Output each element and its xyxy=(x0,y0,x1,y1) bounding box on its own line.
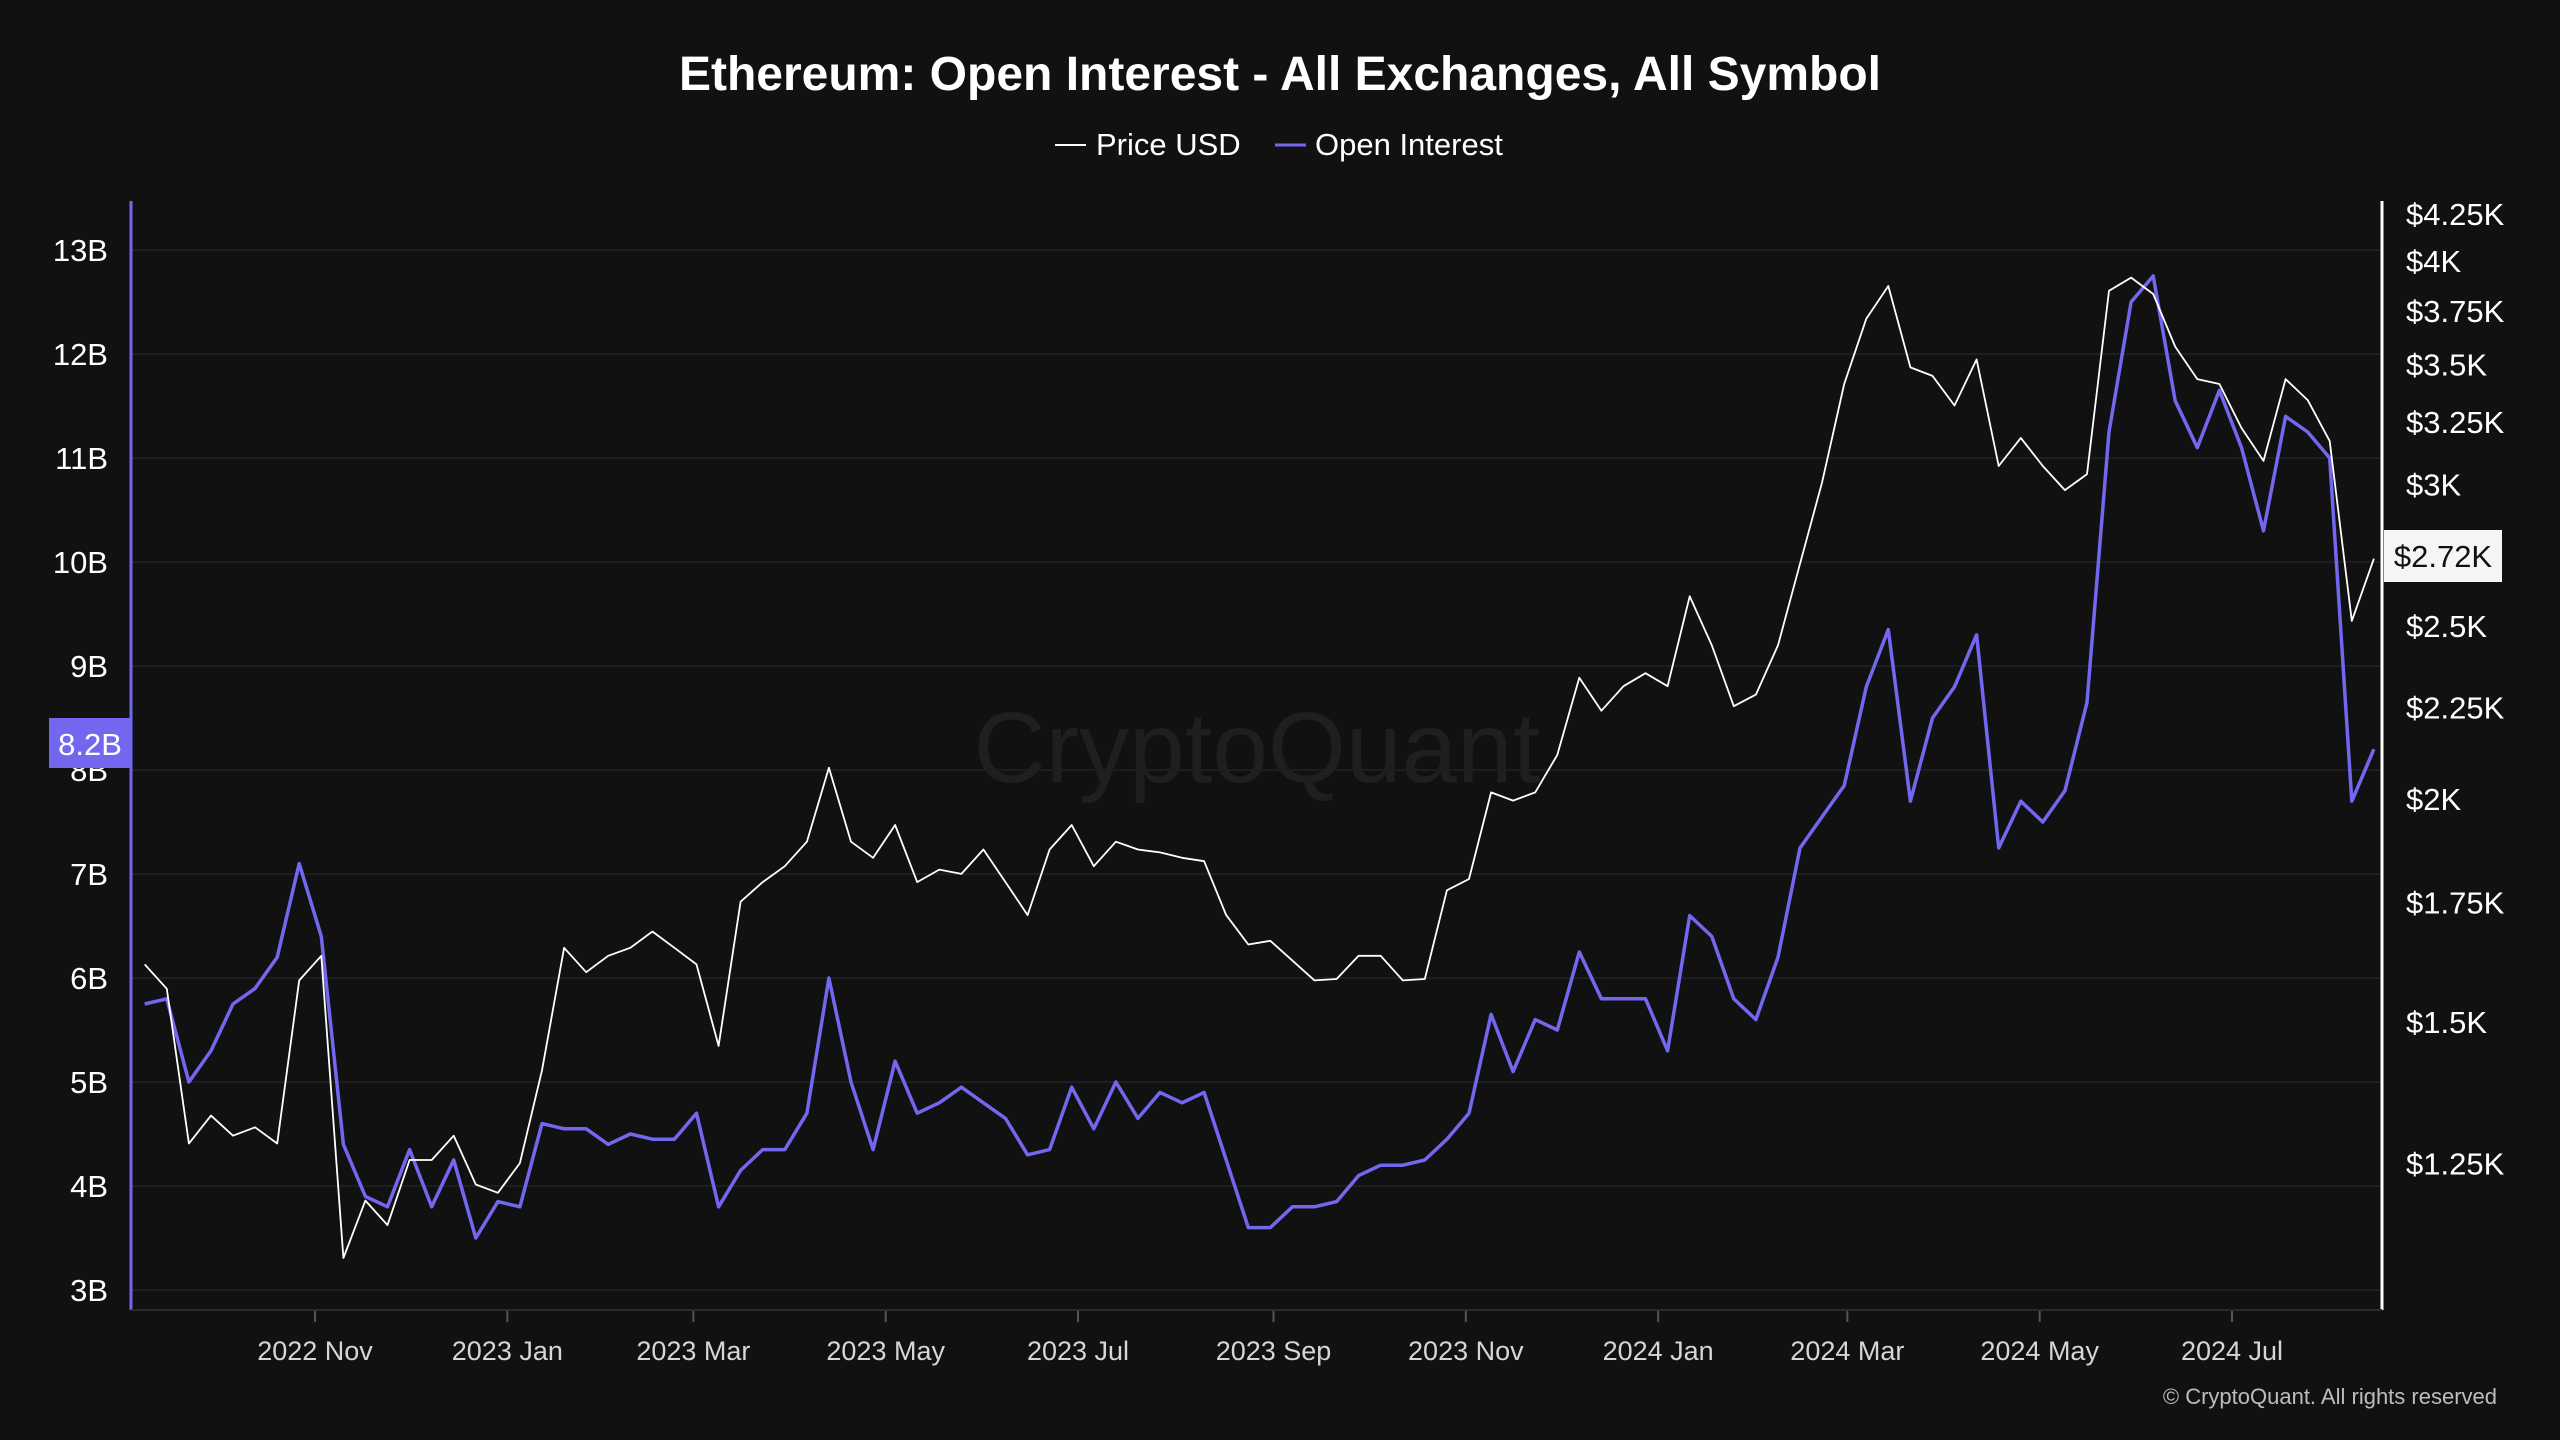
x-tick-label: 2024 Jan xyxy=(1603,1336,1714,1366)
right-current-value-badge: $2.72K xyxy=(2384,530,2502,582)
right-tick-label: $3K xyxy=(2406,467,2461,502)
left-tick-label: 12B xyxy=(53,337,108,372)
left-tick-label: 4B xyxy=(70,1169,108,1204)
right-tick-label: $1.5K xyxy=(2406,1005,2487,1040)
x-axis-ticks: 2022 Nov 2023 Jan 2023 Mar 2023 May 2023 Jul… xyxy=(257,1310,2283,1366)
left-tick-label: 6B xyxy=(70,961,108,996)
legend-oi-label[interactable]: Open Interest xyxy=(1315,127,1503,162)
right-tick-label: $3.75K xyxy=(2406,294,2505,329)
legend-price-label[interactable]: Price USD xyxy=(1096,127,1241,162)
price-usd-line[interactable] xyxy=(144,276,2375,1259)
left-tick-label: 7B xyxy=(70,857,108,892)
x-tick-label: 2024 Jul xyxy=(2181,1336,2283,1366)
x-tick-label: 2023 Mar xyxy=(636,1336,750,1366)
x-tick-label: 2024 May xyxy=(1980,1336,2099,1366)
x-tick-label: 2023 May xyxy=(826,1336,945,1366)
right-badge-label: $2.72K xyxy=(2394,539,2493,574)
right-tick-label: $4.25K xyxy=(2406,197,2505,232)
left-tick-label: 11B xyxy=(55,441,108,476)
left-badge-label: 8.2B xyxy=(58,727,122,762)
watermark: CryptoQuant xyxy=(974,692,1541,804)
left-tick-label: 9B xyxy=(70,649,108,684)
left-tick-label: 3B xyxy=(70,1273,108,1308)
right-tick-label: $2.25K xyxy=(2406,691,2505,726)
x-tick-label: 2022 Nov xyxy=(257,1336,373,1366)
right-tick-label: $2.5K xyxy=(2406,609,2487,644)
x-tick-label: 2024 Mar xyxy=(1790,1336,1904,1366)
left-tick-label: 13B xyxy=(53,233,108,268)
right-tick-label: $3.25K xyxy=(2406,405,2505,440)
right-badge-bg xyxy=(2384,530,2502,582)
x-tick-label: 2023 Sep xyxy=(1216,1336,1332,1366)
right-axis-ticks: $4.25K $4K $3.75K $3.5K $3.25K $3K $2.5K $2.25K… xyxy=(2406,197,2505,1182)
open-interest-line[interactable] xyxy=(144,274,2376,1240)
left-badge-bg xyxy=(49,718,131,768)
left-tick-label: 10B xyxy=(53,545,108,580)
x-tick-label: 2023 Nov xyxy=(1408,1336,1524,1366)
left-current-value-badge: 8.2B xyxy=(49,718,131,768)
x-tick-label: 2023 Jul xyxy=(1027,1336,1129,1366)
right-tick-label: $3.5K xyxy=(2406,348,2487,383)
copyright: © CryptoQuant. All rights reserved xyxy=(2163,1384,2497,1409)
left-tick-label: 5B xyxy=(70,1065,108,1100)
right-tick-label: $1.25K xyxy=(2406,1147,2505,1182)
right-tick-label: $4K xyxy=(2406,244,2461,279)
chart-title: Ethereum: Open Interest - All Exchanges,… xyxy=(679,48,1881,101)
right-tick-label: $2K xyxy=(2406,782,2461,817)
legend[interactable]: Price USD Open Interest xyxy=(1055,127,1503,162)
right-tick-label: $1.75K xyxy=(2406,886,2505,921)
x-tick-label: 2023 Jan xyxy=(452,1336,563,1366)
